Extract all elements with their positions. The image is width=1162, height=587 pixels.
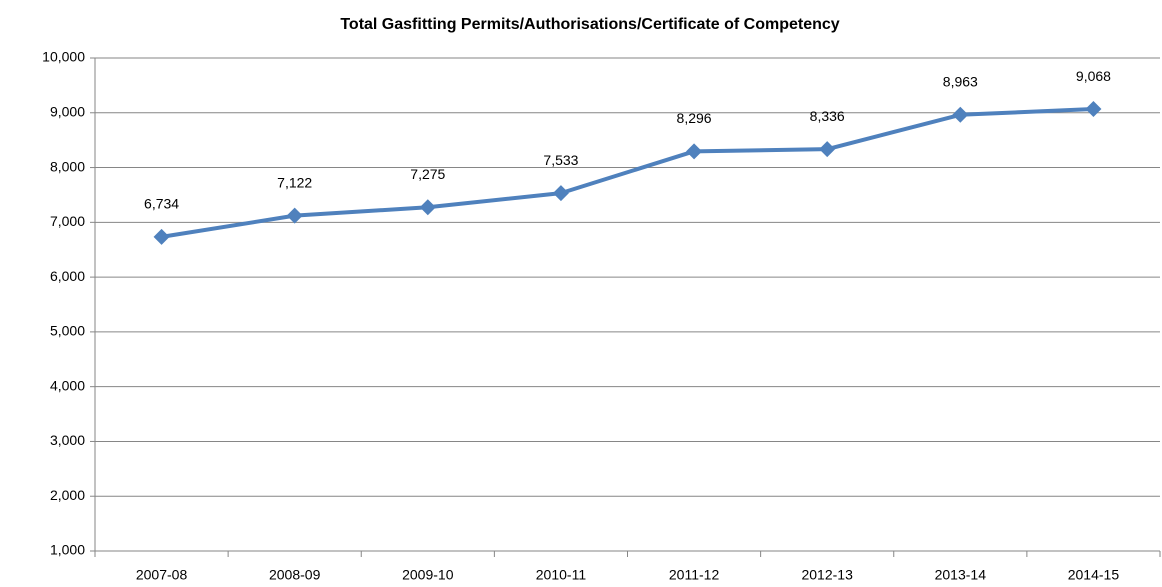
y-tick-label: 1,000 [50,542,85,558]
y-tick-label: 8,000 [50,158,85,174]
data-label: 8,296 [677,110,712,126]
y-tick-label: 9,000 [50,103,85,119]
x-tick-label: 2010-11 [536,567,587,583]
data-label: 6,734 [144,196,179,212]
data-point [419,199,436,216]
data-point [952,106,969,123]
data-point [153,228,170,245]
data-point [1085,101,1102,118]
x-tick-label: 2007-08 [136,567,188,583]
data-label: 7,533 [543,152,578,168]
x-tick-label: 2011-12 [669,567,720,583]
x-tick-label: 2014-15 [1068,567,1120,583]
y-tick-label: 3,000 [50,432,85,448]
y-tick-label: 5,000 [50,323,85,339]
data-point [686,143,703,160]
y-tick-label: 4,000 [50,377,85,393]
data-point [819,141,836,158]
data-point [552,185,569,202]
y-tick-label: 2,000 [50,487,85,503]
x-tick-label: 2013-14 [935,567,987,583]
y-tick-label: 10,000 [42,49,85,65]
data-label: 7,122 [277,174,312,190]
chart-title: Total Gasfitting Permits/Authorisations/… [340,16,839,33]
data-label: 8,336 [810,108,845,124]
data-point [286,207,303,224]
data-label: 8,963 [943,74,978,90]
data-label: 7,275 [410,166,445,182]
x-tick-label: 2008-09 [269,567,321,583]
y-tick-label: 7,000 [50,213,85,229]
y-tick-label: 6,000 [50,268,85,284]
data-label: 9,068 [1076,68,1111,84]
x-tick-label: 2012-13 [801,567,853,583]
x-tick-label: 2009-10 [402,567,454,583]
data-line [161,107,1094,239]
